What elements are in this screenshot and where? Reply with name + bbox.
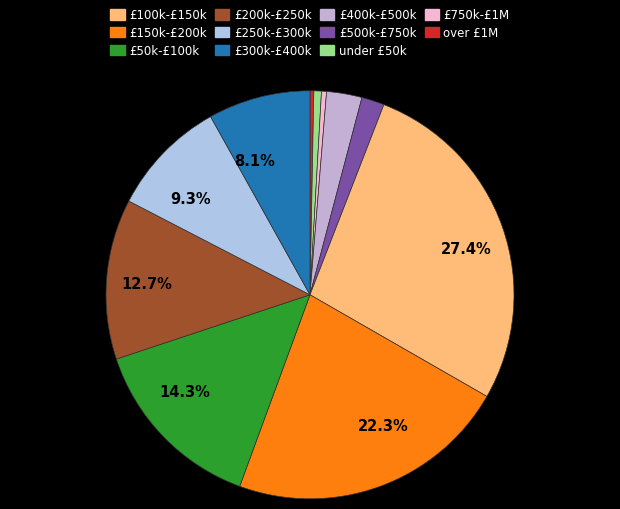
- Wedge shape: [310, 98, 384, 295]
- Wedge shape: [310, 92, 327, 295]
- Wedge shape: [310, 92, 314, 295]
- Wedge shape: [310, 92, 362, 295]
- Text: 22.3%: 22.3%: [357, 418, 408, 433]
- Text: 8.1%: 8.1%: [234, 154, 275, 168]
- Text: 27.4%: 27.4%: [441, 242, 492, 257]
- Legend: £100k-£150k, £150k-£200k, £50k-£100k, £200k-£250k, £250k-£300k, £300k-£400k, £40: £100k-£150k, £150k-£200k, £50k-£100k, £2…: [107, 6, 513, 61]
- Text: 12.7%: 12.7%: [121, 277, 172, 292]
- Wedge shape: [106, 202, 310, 359]
- Wedge shape: [129, 118, 310, 295]
- Wedge shape: [310, 92, 322, 295]
- Wedge shape: [240, 295, 487, 499]
- Text: 9.3%: 9.3%: [170, 191, 210, 206]
- Text: 14.3%: 14.3%: [159, 384, 210, 399]
- Wedge shape: [211, 92, 310, 295]
- Wedge shape: [117, 295, 310, 486]
- Wedge shape: [310, 105, 514, 397]
